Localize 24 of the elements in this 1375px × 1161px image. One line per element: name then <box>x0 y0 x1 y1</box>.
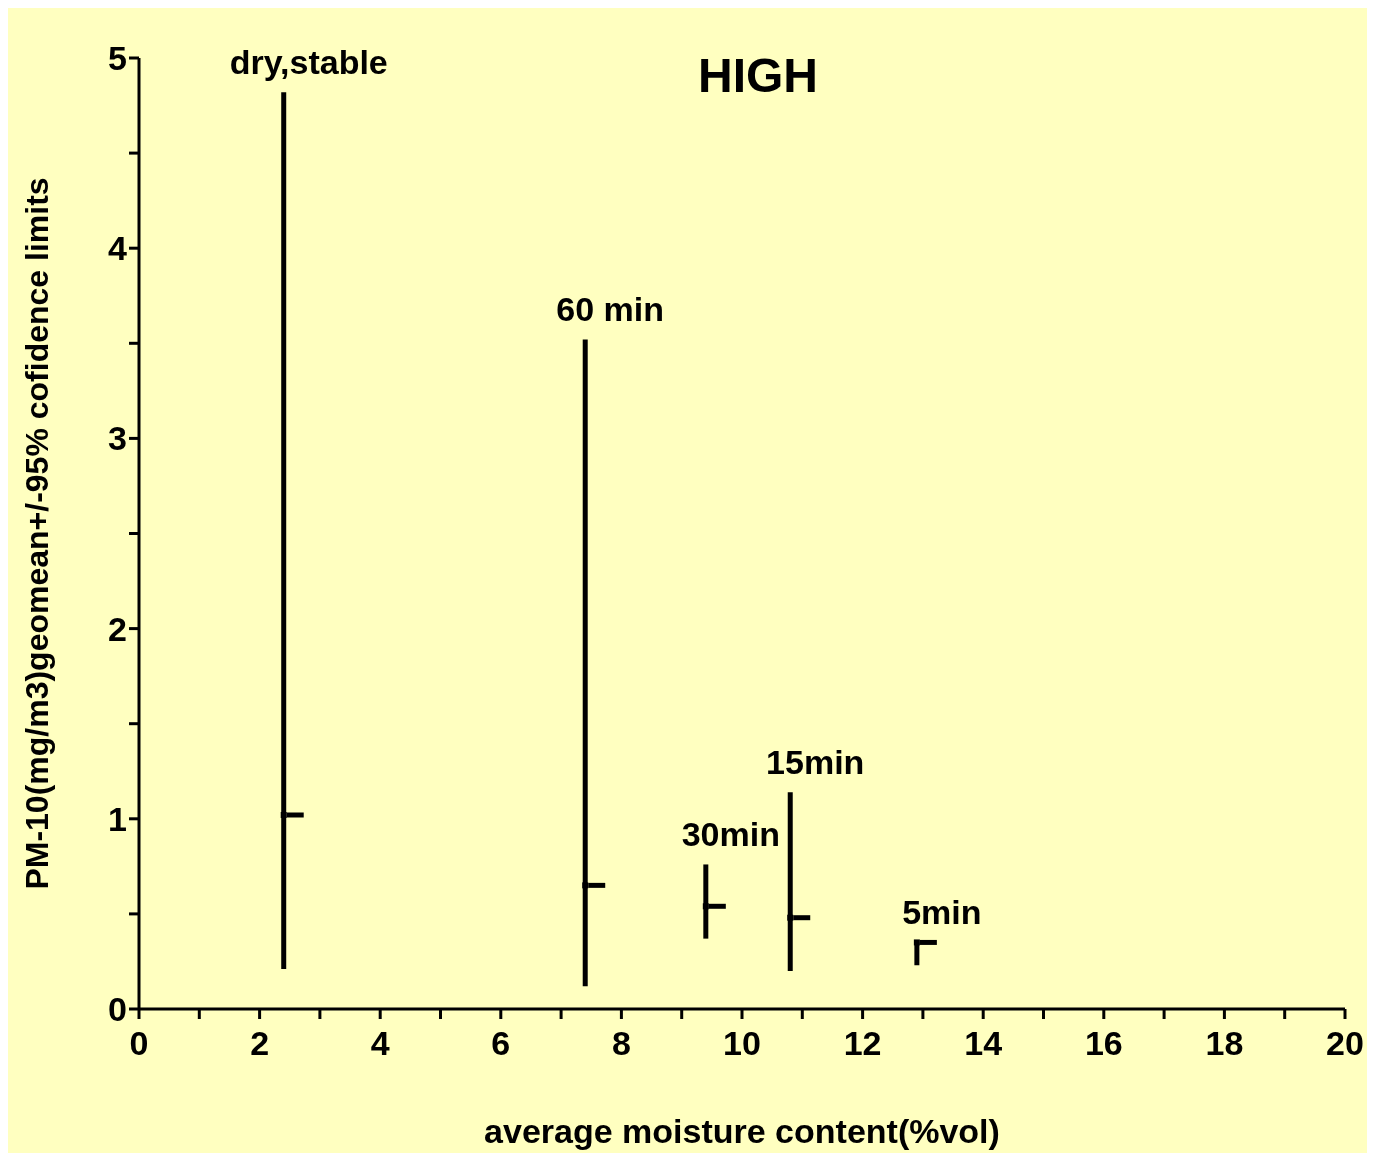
annotation: 15min <box>766 743 865 782</box>
x-tick-label: 2 <box>250 1024 270 1063</box>
x-tick-label: 18 <box>1205 1024 1244 1063</box>
x-tick-label: 12 <box>843 1024 882 1063</box>
annotation: 30min <box>681 815 780 854</box>
annotation: dry,stable <box>229 43 388 82</box>
y-axis-title: PM-10(mg/m3)geomean+/-95% cofidence limits <box>19 177 56 890</box>
y-tick-label: 3 <box>108 419 127 458</box>
x-tick-label: 10 <box>723 1024 761 1063</box>
annotation: 5min <box>902 893 982 932</box>
y-tick-label: 5 <box>108 39 127 78</box>
x-tick-label: 20 <box>1326 1024 1364 1063</box>
annotation: 60 min <box>556 290 665 329</box>
y-tick-label: 0 <box>108 990 127 1029</box>
y-tick-label: 2 <box>108 609 127 648</box>
y-tick-label: 1 <box>108 799 127 838</box>
x-tick-label: 8 <box>611 1024 631 1063</box>
x-tick-label: 14 <box>964 1024 1003 1063</box>
x-tick-label: 16 <box>1084 1024 1123 1063</box>
x-tick-label: 4 <box>370 1024 390 1063</box>
x-axis-title: average moisture content(%vol) <box>484 1112 1000 1151</box>
x-tick-label: 6 <box>491 1024 511 1063</box>
y-tick-label: 4 <box>108 229 128 268</box>
annotation: HIGH <box>698 48 818 103</box>
